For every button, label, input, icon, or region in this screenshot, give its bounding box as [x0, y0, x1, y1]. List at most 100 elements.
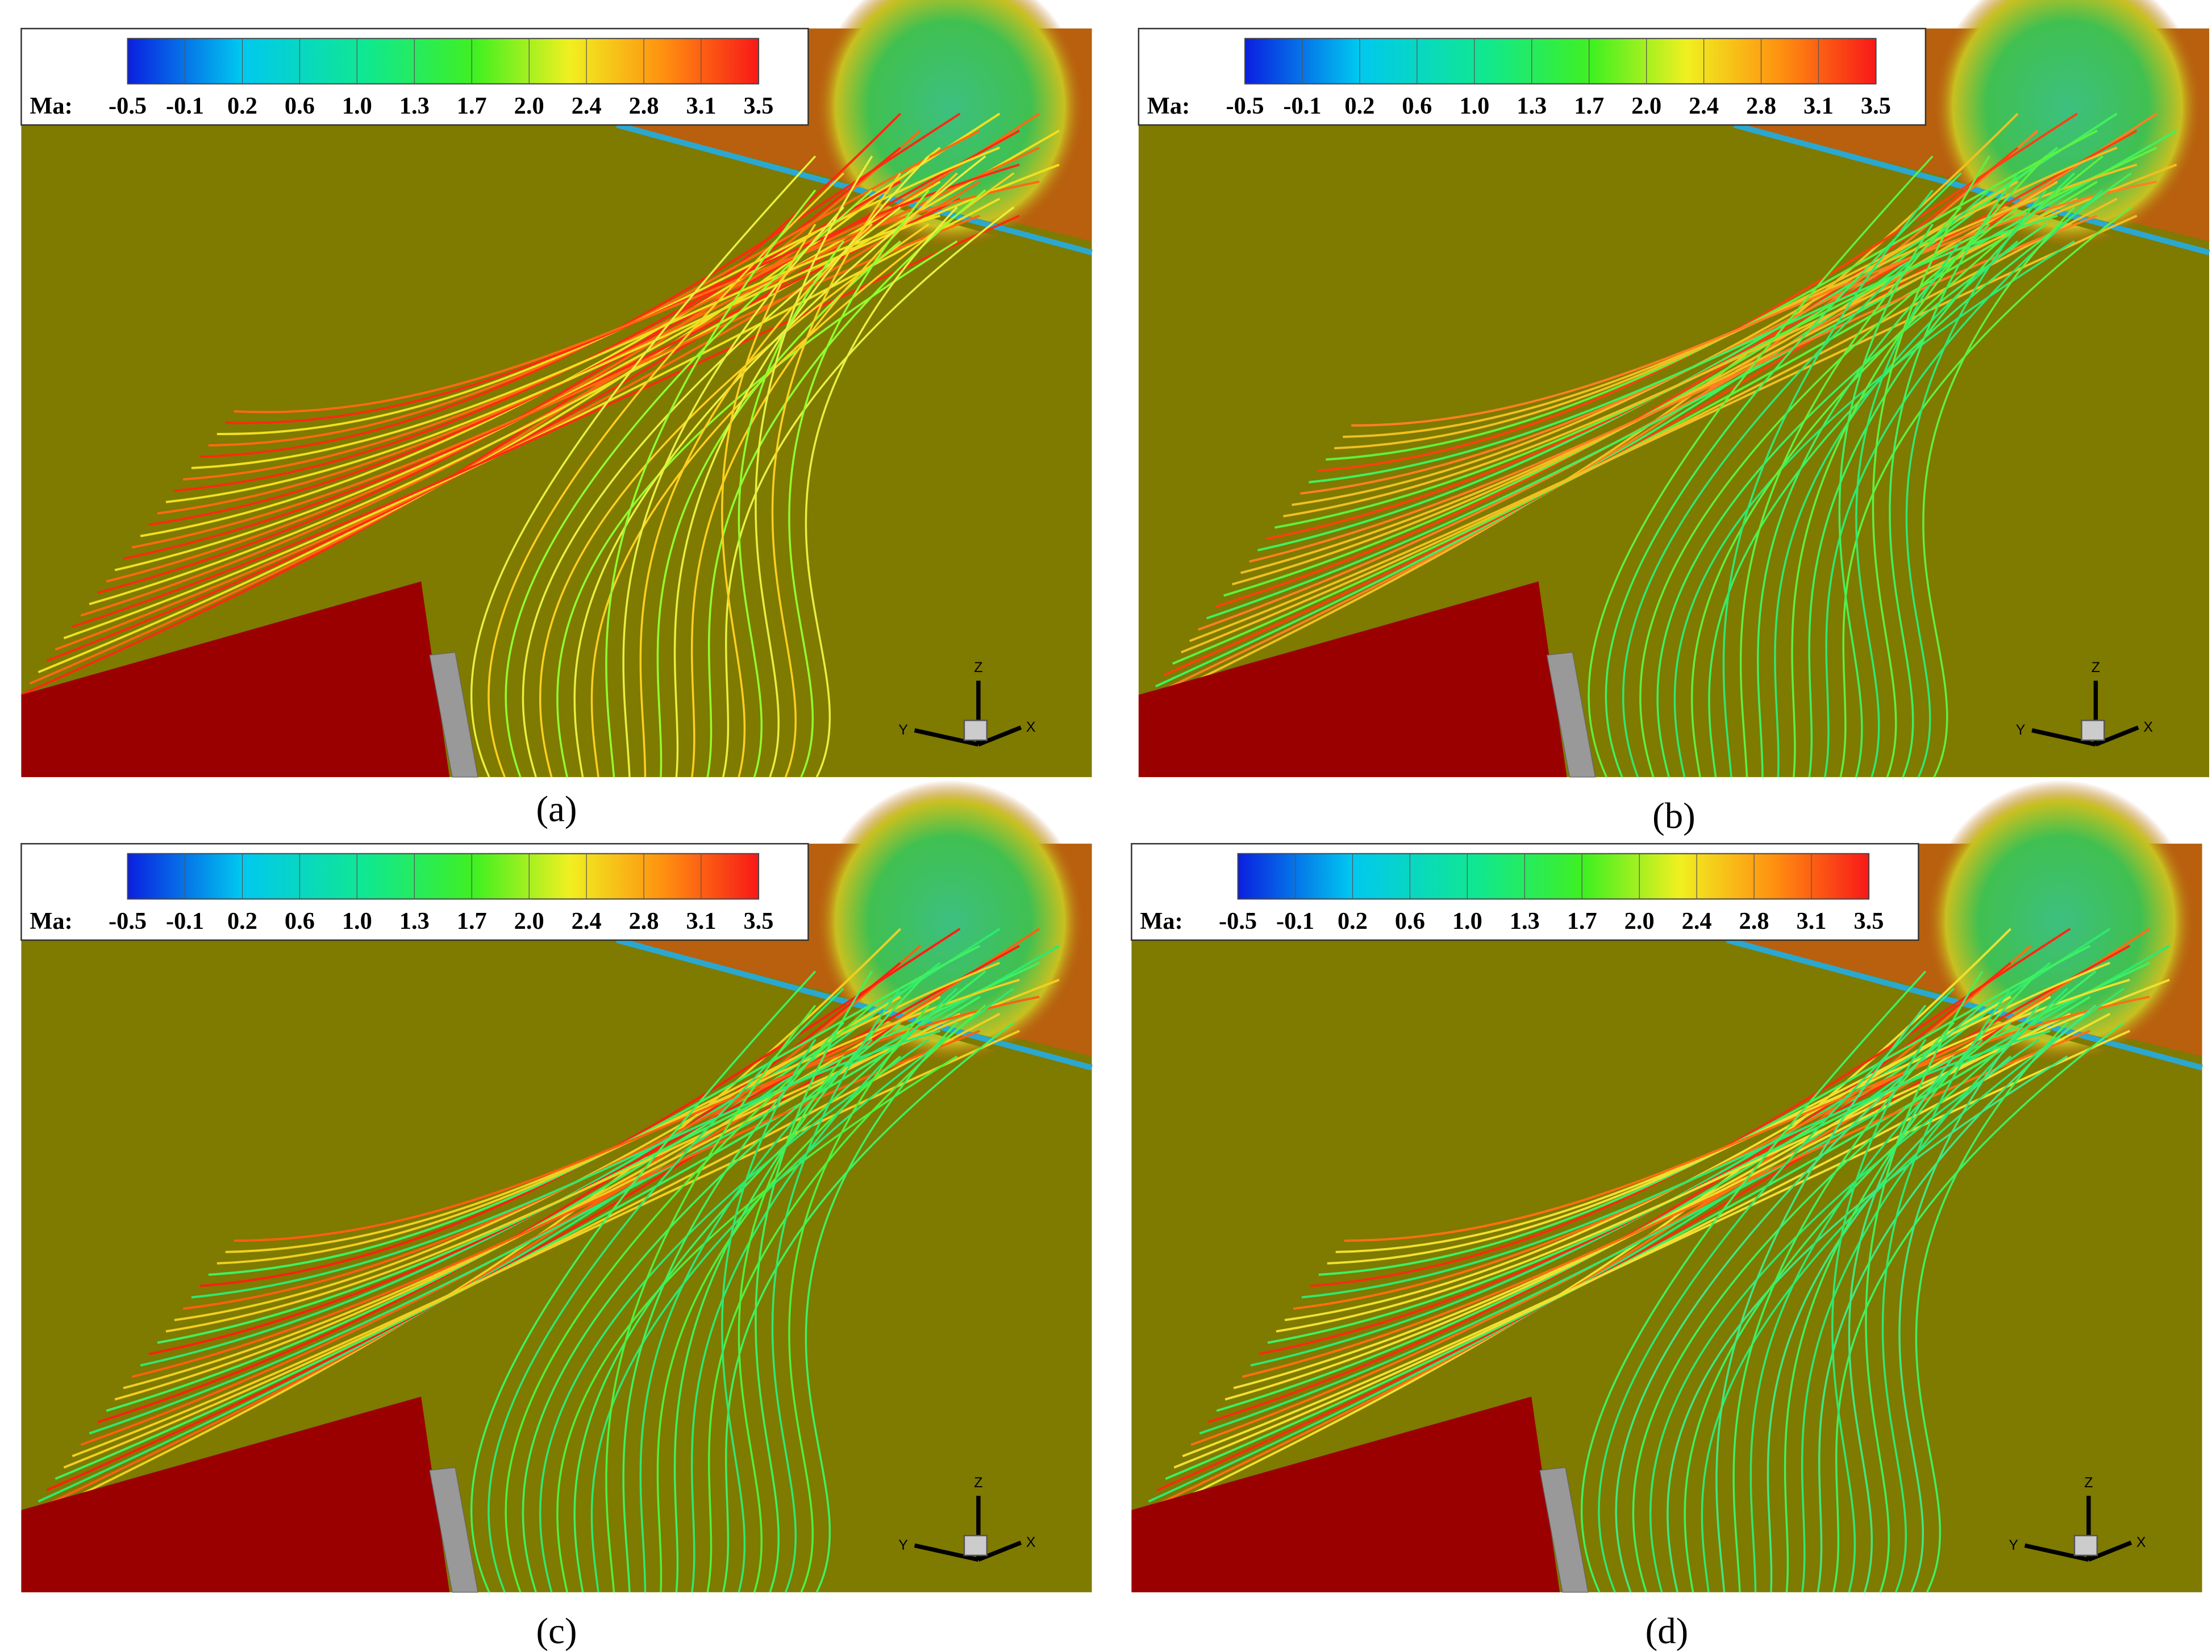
axis-triad: Z Y X — [2016, 660, 2153, 747]
colorbar-tick-label: 3.1 — [1803, 93, 1834, 119]
streamline — [1708, 172, 2132, 778]
streamline — [639, 1038, 873, 1592]
streamline — [573, 155, 986, 778]
colorbar-tick-label: 0.6 — [1395, 908, 1425, 935]
streamline — [1915, 1021, 2068, 1593]
colorbar-tick-label: -0.5 — [109, 93, 147, 119]
axis-label: X — [2136, 1534, 2146, 1550]
streamline — [191, 214, 941, 469]
colorbar-tick-label: 0.6 — [285, 908, 315, 935]
streamline — [522, 206, 901, 778]
axis-label: X — [1026, 719, 1036, 735]
streamline — [622, 1021, 845, 1592]
panel: Ma: -0.5 -0.1 0.2 0.6 1.0 1.3 1.7 2.0 2.4 2.8 3.1 3.… — [1138, 0, 2210, 778]
streamline — [755, 155, 873, 778]
caption: (d) — [1646, 1611, 1689, 1652]
strut — [1546, 652, 1596, 778]
colorbar-tick-label: 0.6 — [285, 93, 315, 119]
streamline — [605, 189, 817, 778]
streamline — [1739, 206, 1962, 777]
colorbar: Ma: -0.5 -0.1 0.2 0.6 1.0 1.3 1.7 2.0 2.4 2.8 3.1 3.… — [1138, 28, 1927, 126]
colorbar-tick-label: 0.2 — [227, 93, 257, 119]
streamline — [191, 1029, 941, 1299]
streamline — [1817, 1004, 2097, 1593]
colorbar-tick-label: 3.5 — [1853, 908, 1884, 935]
streamline — [1684, 970, 2097, 1593]
streamline — [1615, 1004, 1983, 1593]
streamline — [639, 223, 873, 777]
streamline — [1881, 987, 2012, 1593]
colorbar-tick-label: -0.5 — [1219, 908, 1257, 935]
streamline — [805, 1021, 958, 1593]
streamline — [1832, 1021, 2125, 1593]
streamline — [590, 987, 1015, 1593]
streamline — [722, 206, 1015, 778]
streamline — [1189, 214, 2138, 643]
axis-x — [977, 725, 1022, 746]
streamline — [788, 189, 930, 778]
streamline — [1767, 1056, 2011, 1592]
streamline — [1784, 970, 2040, 1592]
body-block — [21, 581, 450, 777]
axis-triad: Z Y X — [898, 660, 1036, 747]
streamline — [1839, 206, 2132, 778]
colorbar-gradient — [1244, 37, 1877, 85]
colorbar-label: Ma: — [30, 908, 72, 935]
streamline — [738, 1056, 845, 1593]
streamline — [1855, 240, 1962, 778]
streamline — [1639, 206, 2019, 778]
colorbar-tick-label: 2.8 — [1739, 908, 1769, 935]
axis-triad: Z Y X — [898, 1475, 1036, 1562]
axis-label: Z — [2092, 660, 2100, 675]
colorbar-tick-label: 3.5 — [743, 908, 773, 935]
streamline — [706, 1004, 986, 1593]
colorbar-tick-label: 2.8 — [629, 93, 659, 119]
axis-y — [2024, 1543, 2089, 1562]
streamline — [72, 1029, 1020, 1458]
colorbar-tick-label: 1.3 — [399, 93, 430, 119]
streamline — [788, 1004, 930, 1593]
streamline — [1722, 189, 1934, 778]
axis-triad: Z Y X — [2009, 1475, 2146, 1562]
streamline — [1605, 172, 1962, 778]
streamline — [1791, 155, 2047, 778]
axis-label: Y — [898, 722, 908, 738]
colorbar-tick-label: 1.7 — [1567, 908, 1597, 935]
colorbar-tick-label: 3.1 — [1797, 908, 1827, 935]
axis-y — [914, 728, 979, 747]
streamline — [690, 987, 958, 1593]
flow-core — [815, 779, 1085, 1063]
streamline — [1182, 1029, 2131, 1458]
axis-label: Y — [898, 1537, 908, 1553]
strut — [429, 1467, 478, 1593]
streamline — [1242, 1029, 2091, 1378]
colorbar-tick-label: 2.0 — [514, 93, 544, 119]
streamline — [1580, 970, 1927, 1593]
streamline — [721, 1038, 817, 1593]
strut — [1539, 1467, 1589, 1593]
streamline — [622, 206, 845, 777]
streamline — [1848, 1056, 1955, 1593]
colorbar-tick-label: 2.4 — [572, 93, 602, 119]
streamline — [1898, 1004, 2040, 1593]
streamline — [1838, 223, 1934, 778]
panel: Ma: -0.5 -0.1 0.2 0.6 1.0 1.3 1.7 2.0 2.4 2.8 3.1 3.… — [20, 0, 1093, 778]
panel: Ma: -0.5 -0.1 0.2 0.6 1.0 1.3 1.7 2.0 2.4 2.8 3.1 3.… — [20, 779, 1093, 1593]
streamline — [505, 1004, 873, 1593]
axis-y — [2031, 728, 2097, 747]
streamline — [470, 155, 817, 778]
streamline — [1872, 155, 1990, 778]
axis-x — [2088, 1541, 2132, 1562]
colorbar-tick-label: 2.0 — [1624, 908, 1655, 935]
streamline — [1831, 1038, 1927, 1593]
streamline — [1749, 1038, 1983, 1592]
colorbar-tick-label: 2.4 — [1689, 93, 1719, 119]
colorbar-gradient — [1237, 853, 1870, 900]
strut — [429, 652, 478, 778]
streamline — [771, 172, 902, 778]
axis-label: Y — [2016, 722, 2026, 738]
streamline — [488, 172, 845, 778]
caption: (b) — [1652, 796, 1696, 837]
colorbar-tick-label: 0.2 — [227, 908, 257, 935]
